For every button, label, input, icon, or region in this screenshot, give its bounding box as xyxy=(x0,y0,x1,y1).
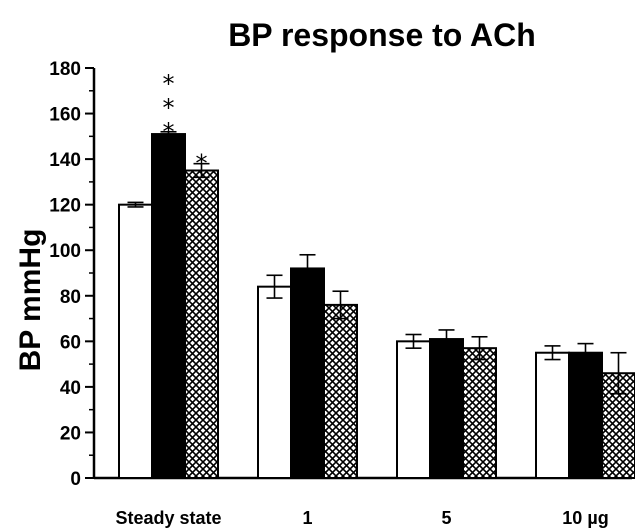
x-tick-label: Steady state xyxy=(115,508,221,528)
bar-white-1 xyxy=(258,287,291,478)
bar-hatch-2 xyxy=(463,348,496,478)
y-axis-label: BP mmHg xyxy=(14,229,47,372)
bar-white-2 xyxy=(397,341,430,478)
bar-white-3 xyxy=(536,353,569,478)
x-tick-label: 10 µg xyxy=(562,508,608,528)
y-tick-label: 100 xyxy=(49,241,81,262)
y-tick-label: 40 xyxy=(60,378,81,399)
y-tick-label: 20 xyxy=(60,423,81,444)
bar-black-1 xyxy=(291,268,324,478)
x-tick-label: 1 xyxy=(302,508,312,528)
y-tick-label: 180 xyxy=(49,59,81,80)
bar-black-3 xyxy=(569,353,602,478)
bar-hatch-0 xyxy=(185,171,218,479)
significance-star: * xyxy=(196,150,208,178)
bar-hatch-1 xyxy=(324,305,357,478)
y-tick-label: 160 xyxy=(49,105,81,126)
y-tick-label: 80 xyxy=(60,287,81,308)
bar-black-0 xyxy=(152,134,185,478)
y-tick-label: 120 xyxy=(49,196,81,217)
x-tick-label: 5 xyxy=(441,508,451,528)
chart-title: BP response to ACh xyxy=(228,17,536,53)
y-tick-label: 60 xyxy=(60,332,81,353)
y-tick-label: 140 xyxy=(49,150,81,171)
bars xyxy=(119,132,635,478)
bar-black-2 xyxy=(430,339,463,478)
bar-white-0 xyxy=(119,205,152,478)
y-tick-label: 0 xyxy=(70,469,81,490)
significance-star: * xyxy=(163,118,175,146)
